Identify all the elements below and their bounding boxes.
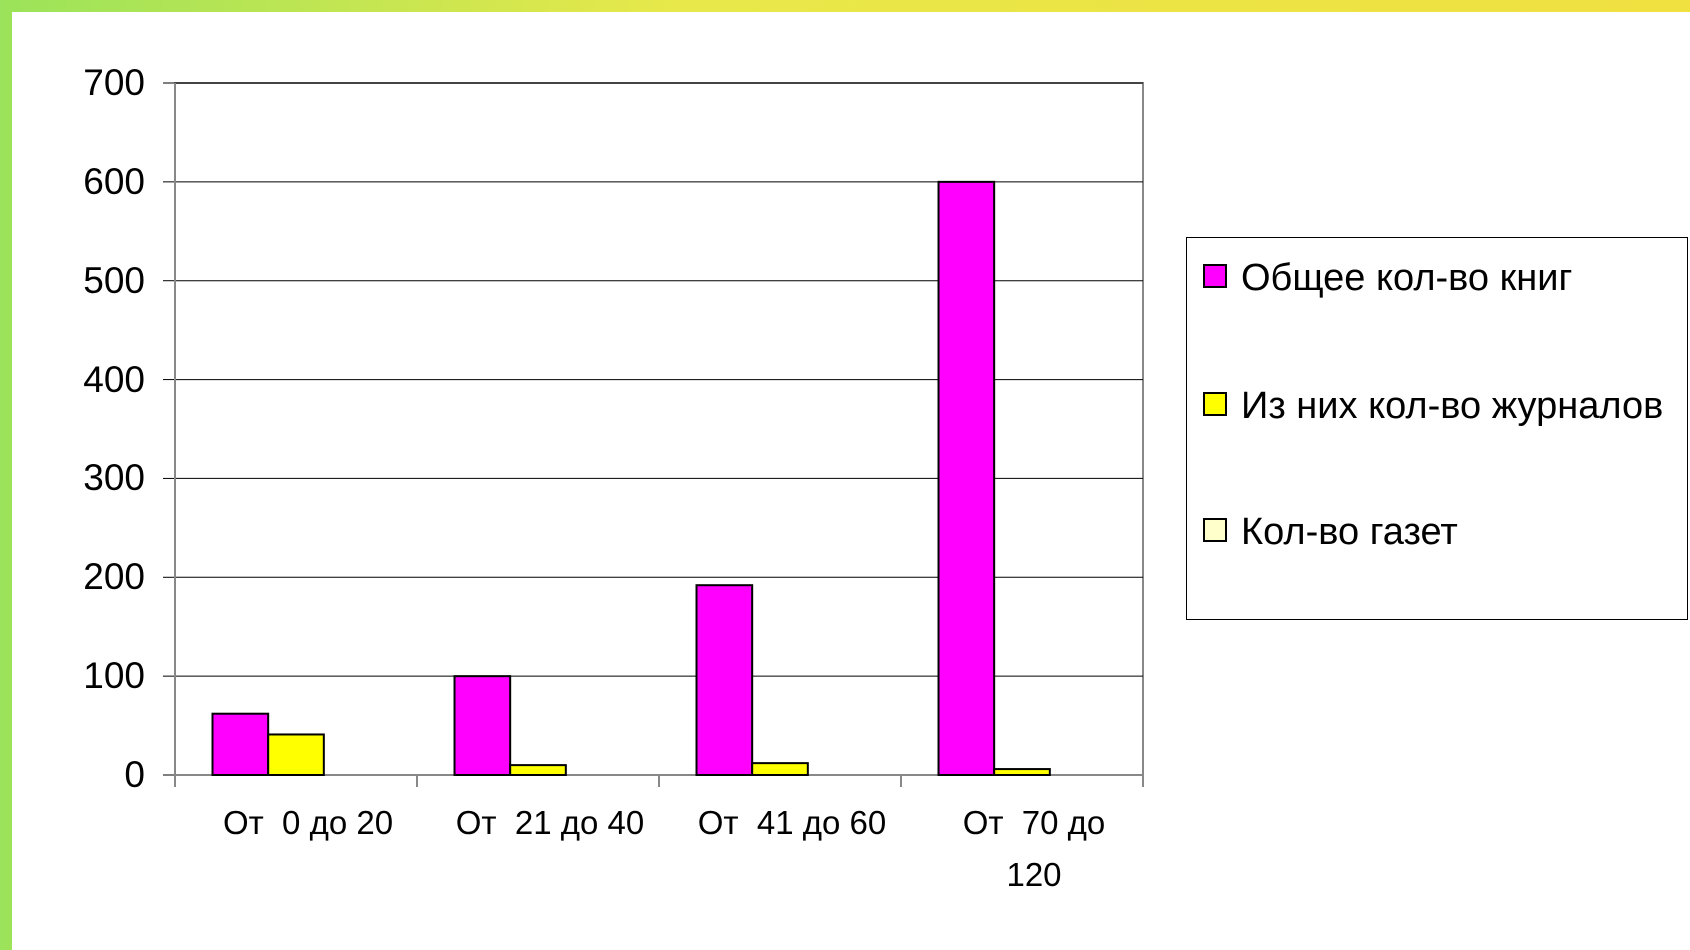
bar <box>211 712 270 776</box>
y-tick-label: 700 <box>83 62 145 103</box>
y-tick-label: 600 <box>83 160 145 202</box>
y-tick-label: 100 <box>83 655 145 697</box>
legend-entry: Кол-во газет <box>1203 504 1671 560</box>
legend-swatch <box>1203 518 1227 542</box>
y-tick-label: 500 <box>83 259 145 301</box>
legend-label: Из них кол-во журналов <box>1241 385 1664 427</box>
bar <box>993 768 1051 776</box>
legend-swatch <box>1203 264 1227 288</box>
legend-label: Общее кол-во книг <box>1241 257 1573 299</box>
x-tick-label: От 70 до 120 <box>962 804 1115 893</box>
x-tick-label: От 21 до 40 <box>455 804 645 841</box>
x-tick-label: От 41 до 60 <box>697 804 887 841</box>
x-tick-label: От 0 до 20 <box>222 804 394 841</box>
y-tick-label: 0 <box>124 754 145 795</box>
plot-area <box>174 82 1144 776</box>
bar <box>509 764 567 776</box>
legend: Общее кол-во книг Из них кол-во журналов К… <box>1186 237 1688 620</box>
legend-swatch <box>1203 392 1227 416</box>
legend-entry: Общее кол-во книг <box>1203 250 1671 306</box>
bar <box>751 762 809 777</box>
y-tick-label: 200 <box>83 556 145 598</box>
y-tick-label: 300 <box>83 457 145 499</box>
bar <box>267 733 325 776</box>
legend-entry: Из них кол-во журналов <box>1203 378 1671 434</box>
y-tick-label: 400 <box>83 358 145 400</box>
bar <box>453 675 512 777</box>
bar <box>937 180 996 777</box>
bar <box>695 584 754 776</box>
legend-label: Кол-во газет <box>1241 511 1458 553</box>
